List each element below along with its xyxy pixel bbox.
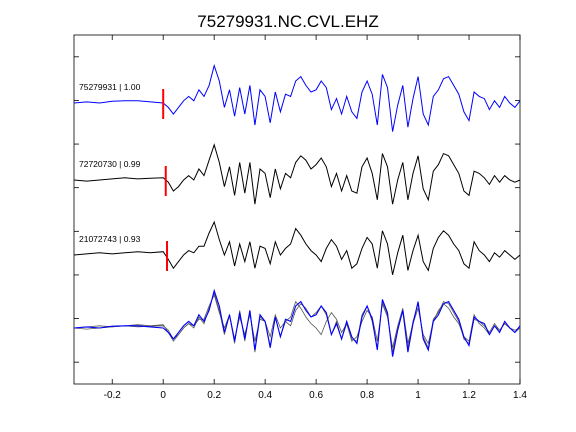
x-tick-label: 1 xyxy=(415,390,421,401)
overlay-trace-line xyxy=(73,288,521,357)
x-axis: -0.2 0 0.2 0.4 0.6 0.8 1 1.2 1.4 xyxy=(104,35,527,401)
x-tick-label: 0 xyxy=(160,390,166,401)
x-tick-label: 0.4 xyxy=(258,390,272,401)
overlay-trace-line xyxy=(73,291,521,353)
trace-line xyxy=(73,220,521,275)
trace-label: 21072743 | 0.93 xyxy=(79,234,141,244)
y-axis-ticks xyxy=(74,56,520,363)
x-tick-label: -0.2 xyxy=(104,390,122,401)
trace-line xyxy=(73,143,521,205)
x-tick-label: 0.6 xyxy=(309,390,323,401)
x-tick-label: 0.2 xyxy=(207,390,221,401)
trace-line xyxy=(73,63,521,132)
trace-label: 75279931 | 1.00 xyxy=(79,82,141,92)
trace-label: 72720730 | 0.99 xyxy=(79,159,141,169)
overlay-trace-line xyxy=(73,293,521,348)
x-tick-label: 1.2 xyxy=(462,390,476,401)
chart-title: 75279931.NC.CVL.EHZ xyxy=(197,12,378,31)
overlay-trace-group xyxy=(73,288,521,357)
plot-frame xyxy=(73,34,521,385)
x-tick-label: 0.8 xyxy=(360,390,374,401)
x-tick-label: 1.4 xyxy=(513,390,527,401)
trace-group: 75279931 | 1.00 72720730 | 0.99 21072743 |… xyxy=(73,63,521,275)
